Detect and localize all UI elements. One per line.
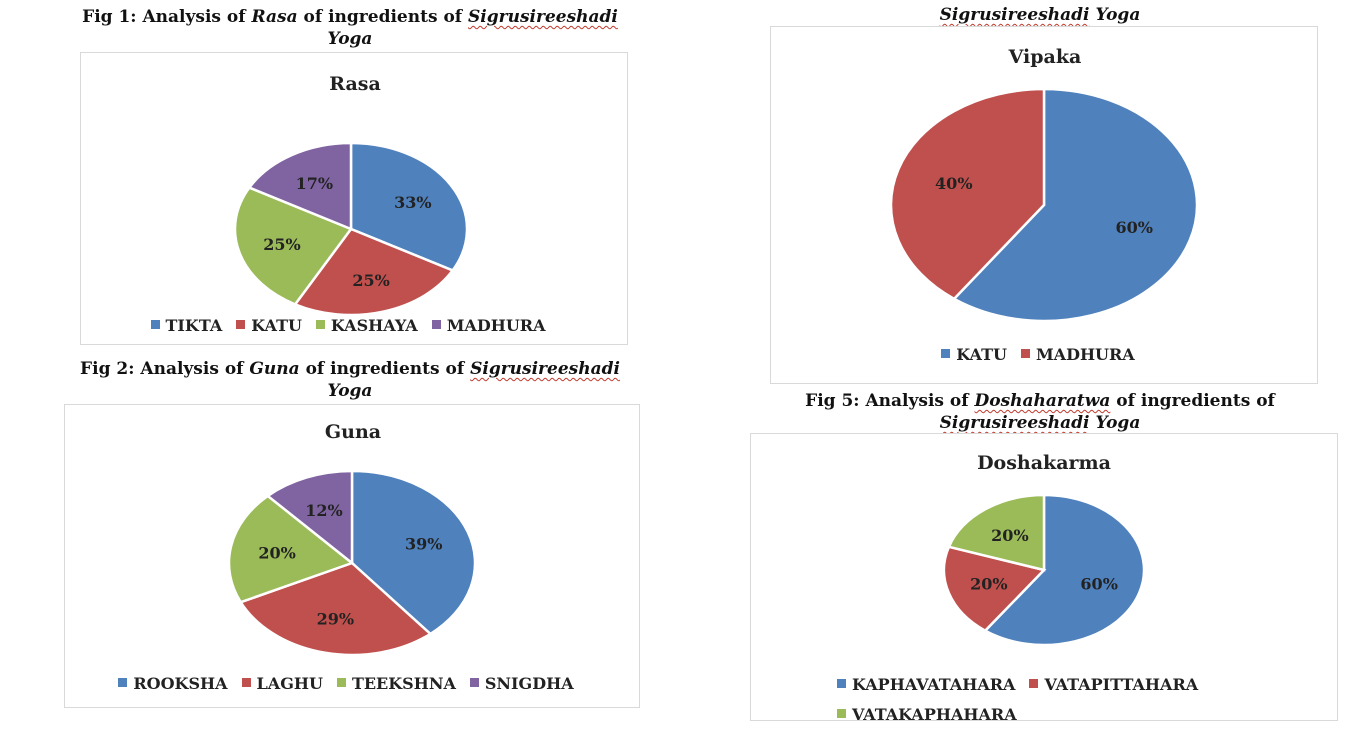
guna-data-label-teekshna: 20%: [258, 543, 295, 562]
doshakarma-legend-swatch: [837, 679, 846, 688]
vipaka-data-label-madhura: 40%: [935, 174, 972, 193]
doshakarma-legend-label: VATAPITTAHARA: [1044, 675, 1199, 694]
rasa-chart-panel: Rasa 33% 25% 25% 17% TIKTA KATU KASHAYA MADHUR…: [80, 52, 628, 345]
guna-legend-swatch: [469, 678, 479, 687]
rasa-data-label-tikta: 33%: [394, 193, 431, 212]
doshakarma-data-label-vatakaphahara: 20%: [991, 526, 1028, 545]
rasa-legend-swatch: [431, 320, 441, 329]
rasa-data-label-madhura: 17%: [296, 174, 333, 193]
guna-pie-chart: Guna 39% 29% 20% 12%: [227, 421, 477, 657]
vipaka-data-label-katu: 60%: [1115, 218, 1152, 237]
vipaka-legend-label: KATU: [956, 345, 1007, 364]
guna-legend-label: ROOKSHA: [133, 674, 228, 693]
doshakarma-legend-swatch: [837, 709, 846, 718]
rasa-legend: TIKTA KATU KASHAYA MADHURA: [81, 316, 629, 335]
rasa-legend-item-katu: KATU: [236, 316, 302, 335]
guna-legend: ROOKSHA LAGHU TEEKSHNA SNIGDHA: [65, 674, 641, 693]
fig1-caption: Fig 1: Analysis of Rasa of ingredients o…: [82, 7, 618, 49]
guna-legend-label: LAGHU: [256, 674, 323, 693]
guna-legend-item-snigdha: SNIGDHA: [469, 674, 574, 693]
guna-slice-snigdha: [265, 469, 354, 566]
guna-legend-swatch: [336, 678, 346, 687]
doshakarma-legend-item-vatapittahara: VATAPITTAHARA: [1029, 670, 1198, 700]
guna-data-label-laghu: 29%: [317, 610, 354, 629]
doshakarma-chart-title: Doshakarma: [977, 452, 1111, 474]
rasa-chart-title: Rasa: [329, 73, 381, 95]
doshakarma-chart-panel: Doshakarma 60% 20% 20% KAPHAVATAHARA VATAPI…: [750, 433, 1338, 724]
guna-slice-teekshna: [227, 494, 355, 604]
doshakarma-slice-vatapittahara: [942, 545, 1047, 633]
rasa-legend-label: KATU: [251, 316, 302, 335]
rasa-legend-label: MADHURA: [446, 316, 546, 335]
guna-data-label-snigdha: 12%: [305, 501, 342, 520]
rasa-slice-tikta: [349, 141, 469, 272]
doshakarma-pie-chart: Doshakarma 60% 20% 20%: [942, 452, 1146, 647]
vipaka-slice-katu: [952, 87, 1199, 323]
fig2-caption: Fig 2: Analysis of Guna of ingredients o…: [80, 359, 620, 401]
doshakarma-legend-label: KAPHAVATAHARA: [852, 675, 1016, 694]
guna-legend-item-laghu: LAGHU: [241, 674, 323, 693]
guna-legend-label: TEEKSHNA: [351, 674, 456, 693]
guna-legend-item-teekshna: TEEKSHNA: [336, 674, 456, 693]
doshakarma-data-label-kaphavatahara: 60%: [1080, 574, 1117, 593]
guna-legend-item-rooksha: ROOKSHA: [118, 674, 228, 693]
rasa-legend-swatch: [150, 320, 160, 329]
rasa-data-label-katu: 25%: [352, 271, 389, 290]
doshakarma-legend-item-kaphavatahara: KAPHAVATAHARA: [837, 670, 1015, 700]
rasa-legend-swatch: [236, 320, 246, 329]
vipaka-legend-swatch: [941, 349, 951, 358]
doshakarma-slice-kaphavatahara: [983, 493, 1146, 647]
doshakarma-legend-swatch: [1029, 679, 1039, 688]
rasa-slice-kashaya: [233, 186, 353, 306]
doshakarma-slice-vatakaphahara: [947, 493, 1046, 572]
vipaka-chart-panel: Vipaka 60% 40% KATU MADHURA: [770, 26, 1318, 384]
doshakarma-data-label-vatapittahara: 20%: [970, 574, 1007, 593]
rasa-legend-item-kashaya: KASHAYA: [315, 316, 418, 335]
vipaka-chart-title: Vipaka: [1008, 46, 1082, 68]
fig4-caption-tail: Sigrusireeshadi Yoga: [939, 5, 1141, 25]
vipaka-slice-madhura: [889, 87, 1046, 301]
vipaka-legend: KATU MADHURA: [771, 345, 1319, 364]
vipaka-legend-swatch: [1020, 349, 1030, 358]
guna-legend-swatch: [118, 678, 128, 687]
guna-legend-label: SNIGDHA: [484, 674, 574, 693]
guna-chart-title: Guna: [325, 421, 381, 443]
rasa-legend-swatch: [315, 320, 325, 329]
rasa-legend-item-tikta: TIKTA: [150, 316, 223, 335]
doshakarma-legend-label: VATAKAPHAHARA: [852, 705, 1017, 724]
rasa-legend-label: TIKTA: [165, 316, 223, 335]
guna-chart-panel: Guna 39% 29% 20% 12% ROOKSHA LAGHU TEEKSHNA SN…: [64, 404, 640, 708]
guna-slice-rooksha: [350, 469, 477, 636]
vipaka-pie-chart: Vipaka 60% 40%: [889, 46, 1199, 323]
rasa-pie-chart: Rasa 33% 25% 25% 17%: [233, 73, 469, 317]
doshakarma-legend-item-vatakaphahara: VATAKAPHAHARA: [837, 700, 1017, 730]
rasa-legend-label: KASHAYA: [330, 316, 418, 335]
vipaka-legend-label: MADHURA: [1035, 345, 1135, 364]
fig5-caption: Fig 5: Analysis of Doshaharatwa of ingre…: [805, 391, 1275, 433]
rasa-data-label-kashaya: 25%: [263, 235, 300, 254]
guna-legend-swatch: [241, 678, 251, 687]
vipaka-legend-item-katu: KATU: [941, 345, 1007, 364]
vipaka-legend-item-madhura: MADHURA: [1020, 345, 1135, 364]
guna-data-label-rooksha: 39%: [405, 535, 442, 554]
rasa-slice-madhura: [247, 141, 353, 231]
rasa-slice-katu: [293, 227, 455, 317]
doshakarma-legend: KAPHAVATAHARA VATAPITTAHARA VATAKAPHAHARA: [837, 670, 1317, 730]
rasa-legend-item-madhura: MADHURA: [431, 316, 546, 335]
